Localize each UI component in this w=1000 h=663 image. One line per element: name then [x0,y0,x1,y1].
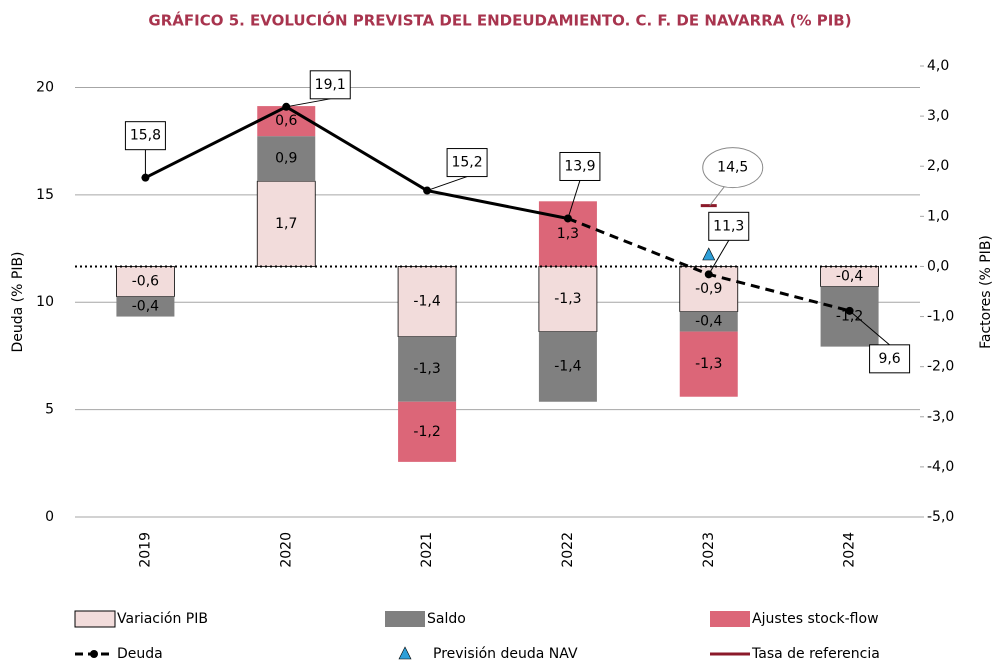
legend-label: Deuda [117,646,163,662]
bar-label: -1,3 [413,361,440,377]
data-label: 19,1 [315,77,346,93]
chart-title: GRÁFICO 5. EVOLUCIÓN PREVISTA DEL ENDEUD… [148,11,851,30]
y2-tick-label: -1,0 [927,309,954,325]
bar [679,311,738,332]
callout-box [446,148,488,178]
data-label: 15,2 [451,155,482,171]
bar [538,331,597,402]
y-axis-label: Deuda (% PIB) [10,251,26,352]
data-label: 9,6 [878,351,900,367]
bar [538,201,597,267]
data-label: 14,5 [717,160,748,176]
callout-leader [426,176,468,192]
callout-ellipse [702,147,764,189]
x-tick-label: 2020 [278,532,294,568]
x-tick-label: 2022 [560,532,576,568]
y2-tick-label: 0,0 [927,258,949,274]
bar [398,336,457,402]
bar-label: -1,3 [695,356,722,372]
y2-tick-label: 3,0 [927,108,949,124]
legend-swatch [398,646,412,660]
legend-swatch [385,611,425,627]
bar [398,401,457,462]
bar [116,296,175,317]
y-tick-label: 5 [45,402,54,418]
bar [679,331,738,397]
legend-label: Tasa de referencia [751,646,880,662]
data-label: 13,9 [564,158,595,174]
bar [256,180,316,267]
bar-label: -0,9 [695,281,722,297]
callout-box [869,344,911,374]
bar-label: -1,3 [554,291,581,307]
legend-label: Variación PIB [117,611,208,627]
y2-axis-label: Factores (% PIB) [978,235,994,349]
callout-box [708,211,750,241]
bar-label: -0,4 [836,268,863,284]
legend-swatch [710,611,750,627]
data-label: 11,3 [713,218,744,234]
y2-tick-label: -2,0 [927,359,954,375]
bar [820,286,879,347]
bar [538,266,598,332]
bar [257,136,316,182]
x-tick-label: 2021 [419,532,435,568]
x-tick-label: 2024 [842,532,858,568]
bar [397,266,457,338]
callout-box [124,121,166,151]
callout-leader [849,310,890,346]
bar-label: -0,4 [695,314,722,330]
y2-tick-label: 1,0 [927,208,949,224]
bar [116,266,175,297]
legend-label: Previsión deuda NAV [433,646,578,662]
y-tick-label: 0 [45,509,54,525]
line-solid [144,105,569,220]
marker [702,247,716,261]
bar [257,106,316,137]
bar-label: -1,2 [413,424,440,440]
y2-tick-label: 4,0 [927,58,949,74]
y2-tick-label: -3,0 [927,409,954,425]
bar-label: -1,2 [836,309,863,325]
callout-box [309,70,351,100]
callout-leader [567,180,581,219]
callout-leader [286,98,331,108]
bar-label: 1,7 [275,216,297,232]
callout-box [559,151,601,181]
x-tick-label: 2023 [701,532,717,568]
bar-label: -0,4 [132,299,159,315]
y2-tick-label: -4,0 [927,459,954,475]
legend-swatch [90,650,98,658]
y-tick-label: 10 [36,294,54,310]
legend-label: Ajustes stock-flow [752,611,879,627]
x-tick-label: 2019 [137,532,153,568]
bar-label: -1,4 [554,359,581,375]
bar-label: -1,4 [413,294,440,310]
callout-leader [708,240,730,275]
bar-label: 0,9 [275,151,297,167]
data-label: 15,8 [130,128,161,144]
y-tick-label: 15 [36,187,54,203]
bar-label: -0,6 [132,273,159,289]
y2-tick-label: -5,0 [927,509,954,525]
y-tick-label: 20 [36,79,54,95]
bar-label: 1,3 [557,226,579,242]
legend-label: Saldo [427,611,466,627]
legend-swatch [74,610,116,628]
y2-tick-label: 2,0 [927,158,949,174]
bar-label: 0,6 [275,113,297,129]
